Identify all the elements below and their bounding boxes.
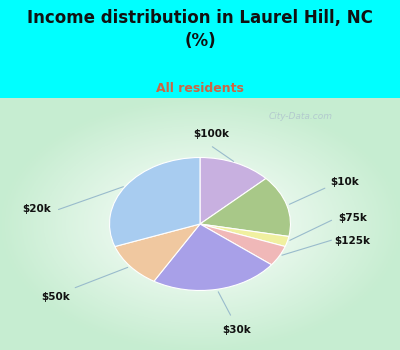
- Wedge shape: [200, 224, 289, 246]
- Text: Income distribution in Laurel Hill, NC
(%): Income distribution in Laurel Hill, NC (…: [27, 9, 373, 49]
- Wedge shape: [154, 224, 272, 290]
- Wedge shape: [110, 158, 200, 246]
- Text: All residents: All residents: [156, 82, 244, 95]
- Text: $125k: $125k: [334, 237, 370, 246]
- Wedge shape: [200, 178, 290, 237]
- Wedge shape: [200, 158, 266, 224]
- Text: $50k: $50k: [41, 293, 70, 302]
- Text: $100k: $100k: [194, 130, 230, 139]
- Text: $20k: $20k: [22, 204, 50, 214]
- Text: City-Data.com: City-Data.com: [268, 112, 332, 121]
- Text: $75k: $75k: [338, 214, 367, 223]
- Text: $10k: $10k: [330, 177, 359, 187]
- Wedge shape: [200, 224, 285, 265]
- Text: $30k: $30k: [222, 326, 250, 335]
- Wedge shape: [115, 224, 200, 281]
